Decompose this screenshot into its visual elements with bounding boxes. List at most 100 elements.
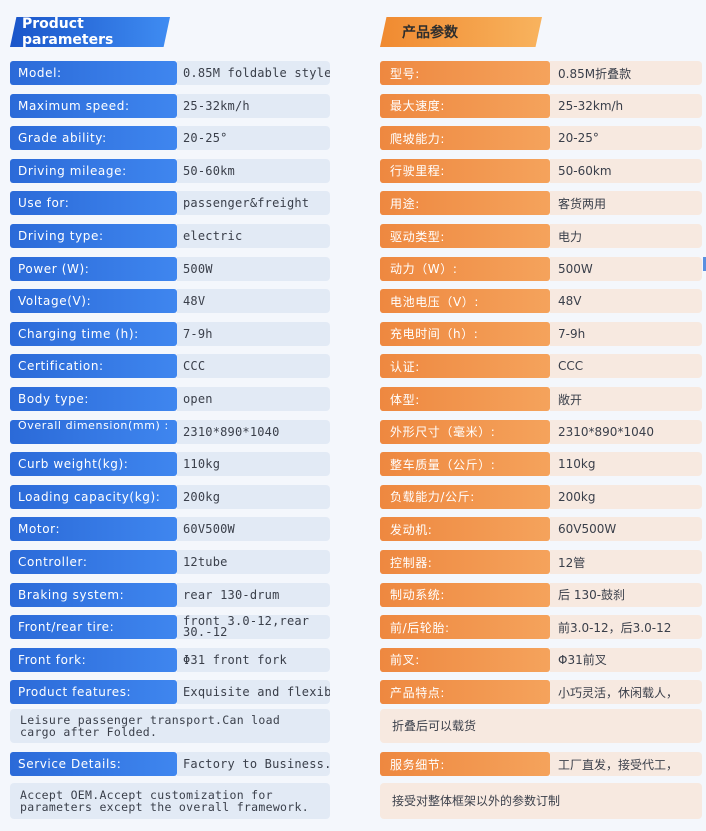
parameter-value: 50-60km (177, 158, 330, 183)
parameter-value: 前3.0-12，后3.0-12 (550, 615, 702, 640)
parameter-value: CCC (550, 354, 702, 379)
panel-title: Product parameters (10, 17, 170, 47)
parameter-label: 制动系统: (380, 582, 550, 607)
parameter-label: 服务细节: (380, 752, 550, 776)
parameter-label: 外形尺寸（毫米）: (380, 419, 550, 444)
parameter-value: passenger&freight (177, 191, 330, 216)
table-row: Curb weight(kg): 110kg (10, 452, 330, 477)
parameter-label: 产品特点: (380, 680, 550, 705)
parameter-value: CCC (177, 354, 330, 379)
table-row: 外形尺寸（毫米）: 2310*890*1040 (380, 419, 702, 444)
parameter-value: 500W (177, 256, 330, 281)
parameter-value: 110kg (177, 452, 330, 477)
parameter-label: Use for: (10, 191, 177, 216)
parameter-label: Charging time (h): (10, 321, 177, 346)
parameter-label: Service Details: (10, 752, 177, 776)
parameter-value: 20-25° (177, 126, 330, 151)
table-row: 整车质量（公斤）: 110kg (380, 452, 702, 477)
table-row: 发动机: 60V500W (380, 517, 702, 542)
parameter-value: electric (177, 224, 330, 248)
parameter-label: Front fork: (10, 647, 177, 672)
parameter-value: 2310*890*1040 (177, 419, 330, 444)
parameter-label: Braking system: (10, 582, 177, 607)
table-row: Grade ability: 20-25° (10, 126, 330, 151)
parameter-value: Factory to Business. (177, 752, 330, 776)
features-description: Leisure passenger transport.Can load car… (10, 709, 330, 743)
parameter-label: Driving type: (10, 224, 177, 248)
parameter-label: Loading capacity(kg): (10, 484, 177, 509)
parameter-label: 整车质量（公斤）: (380, 452, 550, 477)
parameter-value: 48V (550, 289, 702, 314)
table-row: 控制器: 12管 (380, 550, 702, 574)
parameter-label: Model: (10, 61, 177, 85)
parameter-value: 0.85M折叠款 (550, 61, 702, 85)
parameter-value: 后 130-鼓刹 (550, 582, 702, 607)
table-row: 认证: CCC (380, 354, 702, 379)
parameter-label: 前叉: (380, 647, 550, 672)
table-row: 充电时间（h）: 7-9h (380, 321, 702, 346)
parameter-label: Body type: (10, 387, 177, 411)
parameter-label: 电池电压（V）: (380, 289, 550, 314)
features-description: 折叠后可以载货 (380, 709, 702, 743)
table-row: Voltage(V): 48V (10, 289, 330, 314)
parameter-label: Controller: (10, 550, 177, 574)
parameter-label: 行驶里程: (380, 158, 550, 183)
table-row: 最大速度: 25-32km/h (380, 93, 702, 118)
parameter-value: 200kg (550, 484, 702, 509)
table-row: Front fork: Φ31 front fork (10, 647, 330, 672)
parameter-label: 认证: (380, 354, 550, 379)
table-row: 产品特点: 小巧灵活，休闲载人， (380, 680, 702, 705)
parameter-value: 小巧灵活，休闲载人， (550, 680, 702, 705)
table-row: 负载能力/公斤: 200kg (380, 484, 702, 509)
parameter-label: 用途: (380, 191, 550, 216)
parameter-label: 发动机: (380, 517, 550, 542)
parameter-value: 25-32km/h (550, 93, 702, 118)
parameter-value: 客货两用 (550, 191, 702, 216)
parameter-value: 60V500W (550, 517, 702, 542)
table-row: 行驶里程: 50-60km (380, 158, 702, 183)
table-row: Front/rear tire: front 3.0-12,rear 30.-12 (10, 615, 330, 640)
table-row: Use for: passenger&freight (10, 191, 330, 216)
service-description: 接受对整体框架以外的参数订制 (380, 783, 702, 819)
table-row: 驱动类型: 电力 (380, 224, 702, 248)
table-row: 服务细节: 工厂直发，接受代工， (380, 752, 702, 776)
parameter-label: Power (W): (10, 256, 177, 281)
parameter-value: 500W (550, 256, 702, 281)
parameter-label: 动力（W）: (380, 256, 550, 281)
table-row: Body type: open (10, 387, 330, 411)
parameter-value: 48V (177, 289, 330, 314)
parameter-value: 电力 (550, 224, 702, 248)
parameter-value: Φ31前叉 (550, 647, 702, 672)
parameter-label: Front/rear tire: (10, 615, 177, 640)
parameter-label: 充电时间（h）: (380, 321, 550, 346)
parameter-label: Curb weight(kg): (10, 452, 177, 477)
table-row: 体型: 敞开 (380, 387, 702, 411)
parameter-label: Voltage(V): (10, 289, 177, 314)
parameter-value: 2310*890*1040 (550, 419, 702, 444)
parameter-value: 12tube (177, 550, 330, 574)
parameter-label: Maximum speed: (10, 93, 177, 118)
parameter-label: Grade ability: (10, 126, 177, 151)
service-description: Accept OEM.Accept customization for para… (10, 783, 330, 819)
table-row: Power (W): 500W (10, 256, 330, 281)
table-row: 制动系统: 后 130-鼓刹 (380, 582, 702, 607)
table-row: Model: 0.85M foldable style (10, 61, 330, 85)
table-row: Maximum speed: 25-32km/h (10, 93, 330, 118)
parameter-label: 控制器: (380, 550, 550, 574)
table-row: Driving type: electric (10, 224, 330, 248)
parameter-label: Certification: (10, 354, 177, 379)
parameter-label: Driving mileage: (10, 158, 177, 183)
table-row: 用途: 客货两用 (380, 191, 702, 216)
table-row: Driving mileage: 50-60km (10, 158, 330, 183)
parameter-label: 前/后轮胎: (380, 615, 550, 640)
parameter-label: Overall dimension(mm) : (10, 419, 177, 444)
parameter-value: 60V500W (177, 517, 330, 542)
parameter-value: rear 130-drum (177, 582, 330, 607)
parameter-label: 型号: (380, 61, 550, 85)
parameter-value: Φ31 front fork (177, 647, 330, 672)
parameter-value: 12管 (550, 550, 702, 574)
parameter-label: 驱动类型: (380, 224, 550, 248)
table-row: Loading capacity(kg): 200kg (10, 484, 330, 509)
table-row: Braking system: rear 130-drum (10, 582, 330, 607)
parameter-label: Motor: (10, 517, 177, 542)
